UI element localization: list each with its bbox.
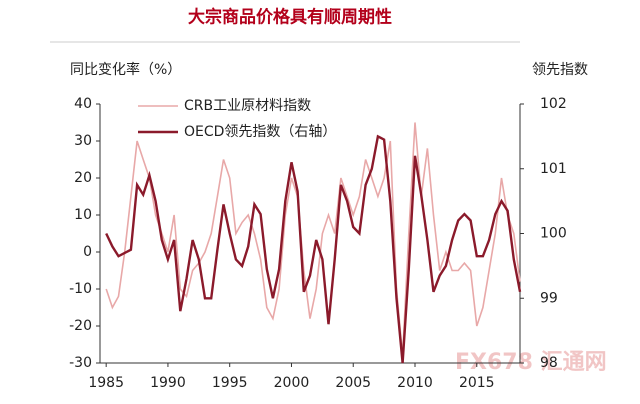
y2-tick-label: 101 <box>540 161 567 177</box>
x-tick-label: 1985 <box>88 375 124 391</box>
chart-title: 大宗商品价格具有顺周期性 <box>188 7 392 28</box>
x-tick-label: 2010 <box>397 375 433 391</box>
y-tick-label: 30 <box>74 133 92 149</box>
series-line <box>105 122 521 356</box>
x-tick-label: 2015 <box>459 375 495 391</box>
y-axis-label: 同比变化率（%） <box>70 61 181 78</box>
y-tick-label: -10 <box>69 281 92 297</box>
x-tick-label: 1995 <box>212 375 248 391</box>
y-tick-label: 40 <box>74 96 92 112</box>
y2-tick-label: 99 <box>540 290 558 306</box>
y2-axis-label: 领先指数 <box>532 62 588 78</box>
y-tick-label: -20 <box>69 318 92 334</box>
y-tick-label: 20 <box>74 170 92 186</box>
y2-tick-label: 98 <box>540 355 558 371</box>
legend-label: CRB工业原材料指数 <box>184 98 311 114</box>
y2-tick-label: 102 <box>540 96 567 112</box>
y-tick-label: 0 <box>83 244 92 260</box>
y2-tick-label: 100 <box>540 226 567 242</box>
series-line <box>105 134 522 364</box>
x-tick-label: 1990 <box>150 375 186 391</box>
x-tick-label: 2000 <box>274 375 310 391</box>
legend-label: OECD领先指数（右轴） <box>184 124 336 140</box>
y-tick-label: -30 <box>69 355 92 371</box>
y-tick-label: 10 <box>74 207 92 223</box>
x-tick-label: 2005 <box>335 375 371 391</box>
